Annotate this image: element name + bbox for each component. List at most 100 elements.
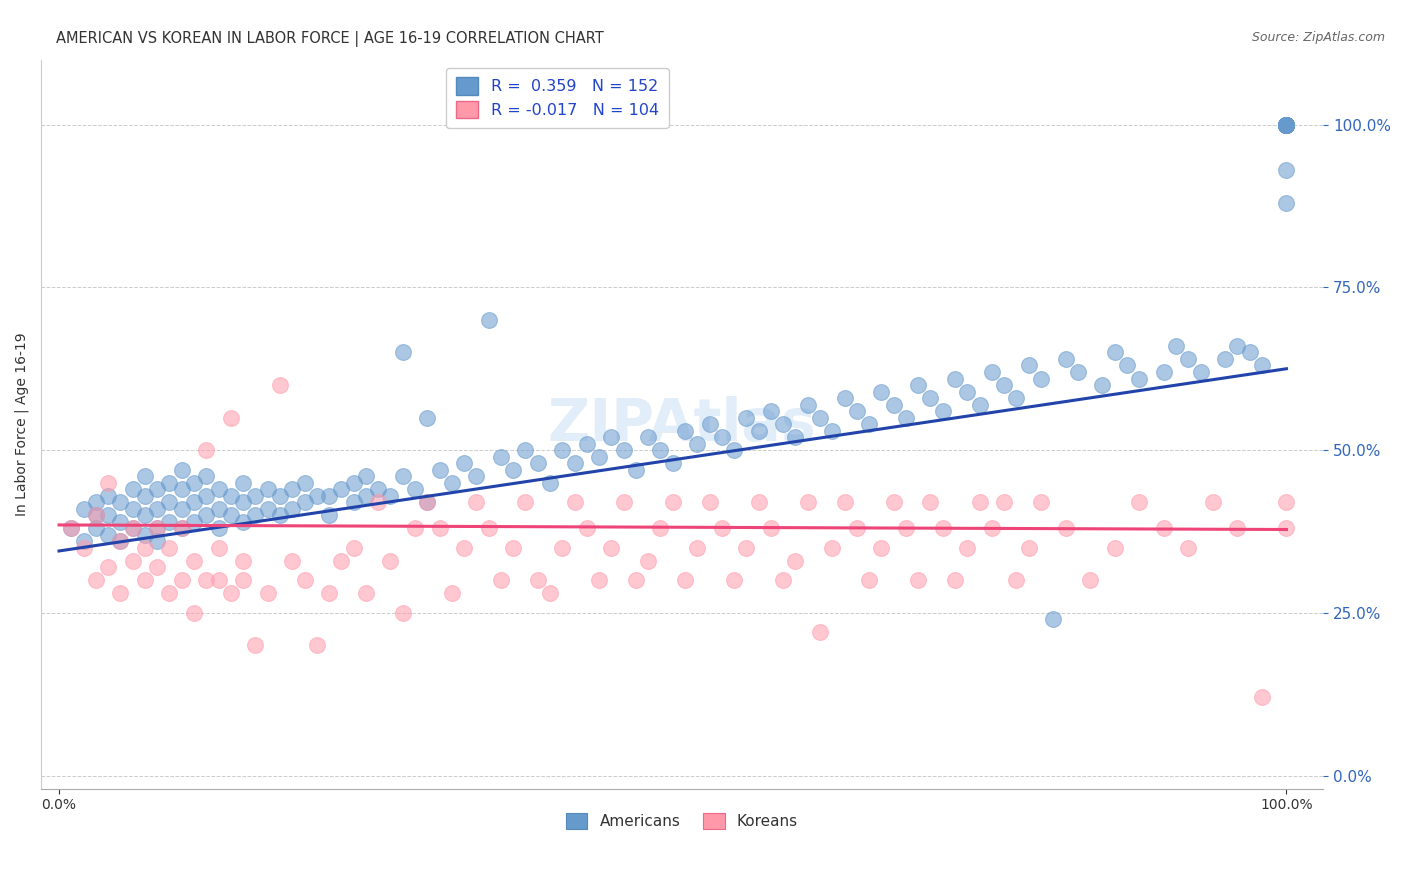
Point [1189,365,1212,379]
Text: ZIPAtlas: ZIPAtlas [547,395,817,452]
Point [354,586,377,600]
Point [699,495,721,509]
Point [110,534,132,549]
Point [256,482,278,496]
Legend: Americans, Koreans: Americans, Koreans [560,806,804,836]
Point [269,489,291,503]
Point [256,501,278,516]
Point [723,574,745,588]
Point [821,424,844,438]
Point [686,541,709,555]
Point [146,521,169,535]
Point [110,586,132,600]
Point [232,554,254,568]
Point [969,495,991,509]
Point [1275,195,1298,210]
Point [84,574,107,588]
Point [121,521,143,535]
Point [134,508,156,523]
Point [1275,118,1298,132]
Point [710,430,733,444]
Point [1275,118,1298,132]
Point [1275,118,1298,132]
Point [1153,521,1175,535]
Point [710,521,733,535]
Point [170,482,193,496]
Point [1251,359,1274,373]
Point [1104,345,1126,359]
Point [281,482,304,496]
Point [146,560,169,574]
Point [1275,118,1298,132]
Point [170,501,193,516]
Point [281,554,304,568]
Point [808,410,831,425]
Point [650,521,672,535]
Point [207,501,229,516]
Point [1275,163,1298,178]
Point [1104,541,1126,555]
Point [195,574,218,588]
Point [845,521,868,535]
Point [219,410,242,425]
Point [1275,521,1298,535]
Point [195,443,218,458]
Point [883,398,905,412]
Point [686,436,709,450]
Point [526,574,548,588]
Point [980,521,1002,535]
Point [624,462,647,476]
Point [575,436,598,450]
Point [613,443,636,458]
Point [588,574,610,588]
Point [391,606,413,620]
Point [207,574,229,588]
Point [600,430,623,444]
Point [870,541,893,555]
Point [245,638,267,652]
Point [515,443,537,458]
Point [60,521,83,535]
Point [281,501,304,516]
Point [600,541,623,555]
Point [1275,118,1298,132]
Point [1275,118,1298,132]
Point [613,495,636,509]
Point [1067,365,1090,379]
Point [735,410,758,425]
Point [489,450,512,464]
Point [907,574,929,588]
Point [134,574,156,588]
Point [1153,365,1175,379]
Point [159,515,181,529]
Point [245,508,267,523]
Point [785,430,807,444]
Point [391,345,413,359]
Point [294,475,316,490]
Point [134,469,156,483]
Point [195,469,218,483]
Point [354,469,377,483]
Point [1275,118,1298,132]
Point [1275,118,1298,132]
Point [821,541,844,555]
Point [146,501,169,516]
Point [1251,690,1274,705]
Point [146,534,169,549]
Point [551,541,574,555]
Point [245,489,267,503]
Point [121,501,143,516]
Point [673,574,696,588]
Point [219,489,242,503]
Point [748,495,770,509]
Point [84,521,107,535]
Point [207,541,229,555]
Point [465,469,488,483]
Point [416,410,439,425]
Point [429,521,451,535]
Text: AMERICAN VS KOREAN IN LABOR FORCE | AGE 16-19 CORRELATION CHART: AMERICAN VS KOREAN IN LABOR FORCE | AGE … [56,31,605,47]
Point [564,495,586,509]
Point [1029,371,1052,385]
Point [440,475,463,490]
Point [907,378,929,392]
